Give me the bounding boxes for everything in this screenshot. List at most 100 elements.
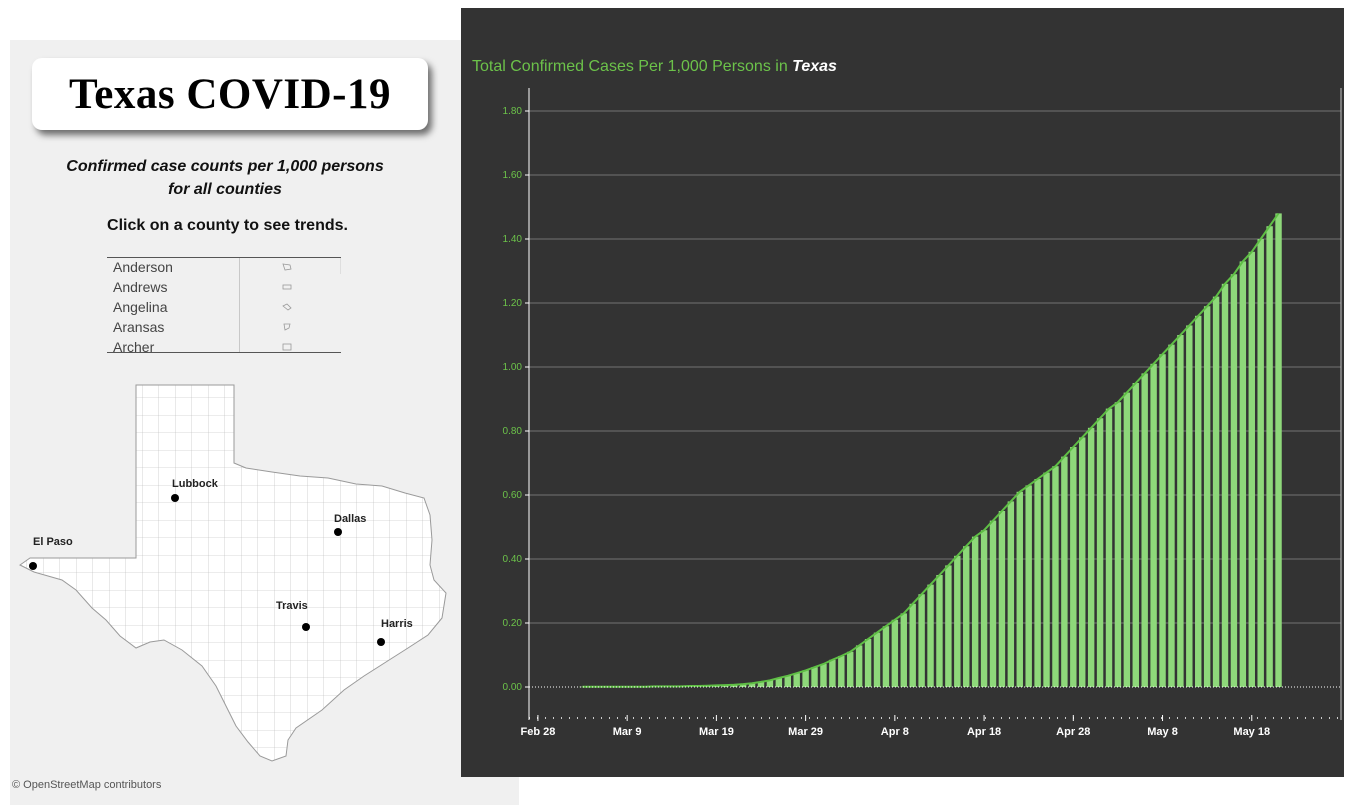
bar xyxy=(748,683,756,687)
county-row-archer[interactable]: Archer xyxy=(107,338,341,352)
county-shape-icon xyxy=(283,323,291,331)
bar xyxy=(980,530,988,687)
bar xyxy=(1186,325,1193,687)
bar xyxy=(1195,315,1202,687)
city-dallas[interactable]: Dallas xyxy=(334,513,366,536)
bar xyxy=(882,626,890,687)
axes xyxy=(528,88,1342,720)
bar xyxy=(739,684,747,687)
x-tick-label: Mar 29 xyxy=(788,726,823,738)
y-tick-label: 1.80 xyxy=(503,106,523,117)
bar xyxy=(1052,466,1059,687)
city-marker-icon xyxy=(302,623,310,631)
x-tick-label: May 18 xyxy=(1233,726,1270,738)
bar xyxy=(918,594,925,687)
bar xyxy=(900,613,907,687)
county-name: Angelina xyxy=(113,299,168,315)
bar xyxy=(811,667,818,687)
x-tick-label: Mar 9 xyxy=(613,726,642,738)
city-marker-icon xyxy=(171,494,179,502)
bar xyxy=(1132,383,1139,687)
chart-title-prefix: Total Confirmed Cases Per 1,000 Persons … xyxy=(472,58,788,75)
y-tick-label: 0.00 xyxy=(503,682,523,693)
bar xyxy=(1114,402,1122,687)
bar xyxy=(954,555,961,687)
bar xyxy=(1025,485,1032,687)
county-shape-icon xyxy=(282,263,292,271)
y-tick-label: 0.40 xyxy=(503,554,523,565)
bar xyxy=(775,678,783,687)
city-label: Harris xyxy=(381,618,413,630)
page-title: Texas COVID-19 xyxy=(69,70,391,118)
bar xyxy=(1007,501,1015,687)
chart-title: Total Confirmed Cases Per 1,000 Persons … xyxy=(472,58,837,76)
bar xyxy=(855,645,863,687)
x-tick-labels: Feb 28 Mar 9 Mar 19 Mar 29 Apr 8 Apr 18 Apr 28… xyxy=(520,715,1270,738)
bar xyxy=(971,536,979,687)
y-tick-label: 1.20 xyxy=(503,298,523,309)
bar xyxy=(829,659,836,687)
bar xyxy=(1141,373,1148,687)
city-label: El Paso xyxy=(33,536,73,548)
bar xyxy=(1043,472,1050,687)
y-tick-label: 0.80 xyxy=(503,426,523,437)
bar xyxy=(1230,274,1238,687)
bar xyxy=(909,603,916,687)
bar xyxy=(1212,296,1220,687)
bar xyxy=(1150,363,1157,687)
county-list[interactable]: Anderson Andrews Angelina Aransas Archer xyxy=(107,257,341,353)
city-lubbock[interactable]: Lubbock xyxy=(171,478,219,502)
city-label: Travis xyxy=(276,600,308,612)
title-card: Texas COVID-19 xyxy=(32,58,428,130)
bar xyxy=(945,565,952,687)
bar xyxy=(1257,239,1264,687)
city-travis[interactable]: Travis xyxy=(276,600,310,631)
y-tick-label: 0.20 xyxy=(503,618,523,629)
bar xyxy=(1096,418,1104,687)
bar xyxy=(1123,392,1131,687)
county-row-aransas[interactable]: Aransas xyxy=(107,318,341,338)
city-label: Dallas xyxy=(334,513,366,525)
county-name: Anderson xyxy=(113,259,173,275)
city-el-paso[interactable]: El Paso xyxy=(29,536,73,570)
x-tick-label: Feb 28 xyxy=(520,726,555,738)
y-tick-label: 1.40 xyxy=(503,234,523,245)
chart-panel: Total Confirmed Cases Per 1,000 Persons … xyxy=(461,8,1344,777)
bar xyxy=(1266,226,1273,687)
subtitle: Confirmed case counts per 1,000 persons … xyxy=(10,155,440,201)
bar xyxy=(1105,408,1113,687)
cumulative-line xyxy=(582,212,1280,688)
texas-county-map[interactable]: Lubbock Dallas El Paso Travis Harris xyxy=(10,380,450,780)
county-shape-icon xyxy=(282,303,292,311)
x-tick-label: Mar 19 xyxy=(699,726,734,738)
county-list-scrollbar[interactable] xyxy=(340,258,341,274)
bar xyxy=(731,684,738,687)
bar xyxy=(1070,447,1077,687)
county-name: Andrews xyxy=(113,279,168,295)
bar xyxy=(1159,354,1166,687)
bar xyxy=(1203,306,1211,687)
instruction-text: Click on a county to see trends. xyxy=(107,217,348,234)
bar xyxy=(989,520,997,687)
county-row-andrews[interactable]: Andrews xyxy=(107,278,341,298)
subtitle-line-1: Confirmed case counts per 1,000 persons xyxy=(66,158,384,175)
bar xyxy=(793,673,800,687)
bar xyxy=(838,655,845,687)
bar xyxy=(1177,335,1184,687)
bar xyxy=(1275,213,1282,687)
left-panel: Texas COVID-19 Confirmed case counts per… xyxy=(10,40,519,805)
bar xyxy=(873,632,881,687)
x-tick-label: Apr 18 xyxy=(967,726,1001,738)
city-harris[interactable]: Harris xyxy=(377,618,413,646)
cases-bar-chart[interactable]: 0.00 0.20 0.40 0.60 0.80 1.00 1.20 1.40 1.60 1.80… xyxy=(461,8,1344,777)
county-list-divider xyxy=(239,258,240,352)
y-tick-label: 1.60 xyxy=(503,170,523,181)
county-row-angelina[interactable]: Angelina xyxy=(107,298,341,318)
bar xyxy=(864,639,872,687)
y-tick-label: 1.00 xyxy=(503,362,523,373)
bar xyxy=(757,681,765,687)
bar xyxy=(891,619,899,687)
x-tick-label: Apr 8 xyxy=(881,726,909,738)
city-marker-icon xyxy=(29,562,37,570)
county-row-anderson[interactable]: Anderson xyxy=(107,258,341,278)
